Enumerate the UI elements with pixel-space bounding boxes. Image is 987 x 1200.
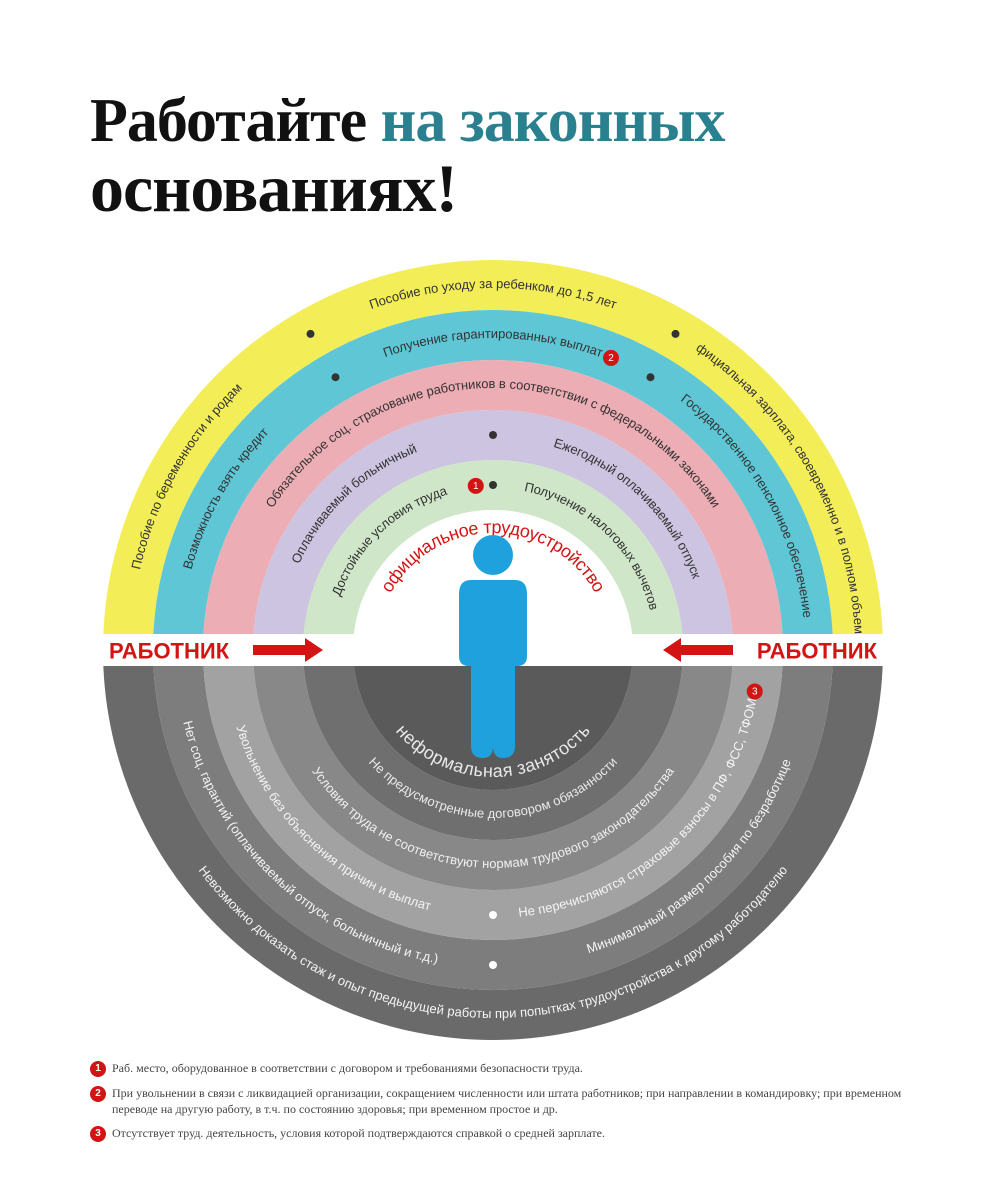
ring-separator	[672, 330, 680, 338]
footnote-text: Отсутствует труд. деятельность, условия …	[112, 1125, 910, 1141]
page: Работайте на законных основаниях! Пособи…	[0, 0, 987, 1200]
ref-badge-num: 1	[473, 481, 479, 492]
title-part-2: на законных	[381, 87, 725, 155]
footnote: 3 Отсутствует труд. деятельность, условия…	[90, 1125, 910, 1142]
footnotes: 1 Раб. место, оборудованное в соответстви…	[90, 1060, 910, 1150]
ring-separator	[307, 330, 315, 338]
ring-separator	[332, 373, 340, 381]
footnote-badge: 2	[90, 1086, 106, 1102]
ring-separator	[489, 431, 497, 439]
title-part-3: основаниях!	[90, 154, 910, 222]
ref-badge-num: 2	[608, 353, 614, 364]
footnote-text: При увольнении в связи с ликвидацией орг…	[112, 1085, 910, 1117]
horizon-label: РАБОТНИК	[109, 639, 230, 664]
ref-badge-num: 3	[752, 686, 758, 697]
main-title: Работайте на законных основаниях!	[90, 90, 910, 222]
title-part-1: Работайте	[90, 87, 366, 155]
horizon-label: РАБОТНИК	[757, 639, 878, 664]
footnote-badge: 1	[90, 1061, 106, 1077]
footnote: 1 Раб. место, оборудованное в соответстви…	[90, 1060, 910, 1077]
ring-separator	[647, 373, 655, 381]
footnote: 2 При увольнении в связи с ликвидацией ор…	[90, 1085, 910, 1117]
footnote-badge: 3	[90, 1126, 106, 1142]
ring-separator	[489, 481, 497, 489]
footnote-text: Раб. место, оборудованное в соответствии…	[112, 1060, 910, 1076]
ring-separator	[489, 961, 497, 969]
ring-separator	[489, 911, 497, 919]
person-icon	[473, 535, 513, 575]
radial-diagram: Пособие по беременности и родамПособие п…	[0, 260, 987, 1040]
